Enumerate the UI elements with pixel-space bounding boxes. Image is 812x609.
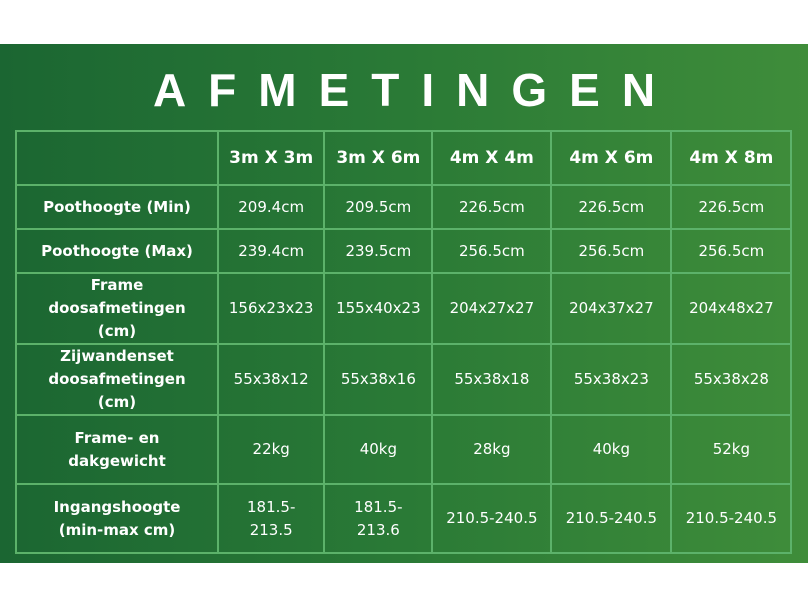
row-label: Zijwandenset doosafmetingen (cm) <box>15 343 219 416</box>
table-cell: 210.5-240.5 <box>431 483 553 554</box>
table-cell: 226.5cm <box>670 184 793 230</box>
table-cell: 226.5cm <box>550 184 673 230</box>
table-cell: 181.5-213.5 <box>216 483 326 554</box>
table-cell: 204x48x27 <box>670 272 793 345</box>
table-cell: 210.5-240.5 <box>550 483 673 554</box>
page-title: AFMETINGEN <box>152 64 678 116</box>
column-header: 4m X 6m <box>550 130 673 186</box>
table-cell: 256.5cm <box>431 228 553 274</box>
table-cell: 210.5-240.5 <box>670 483 793 554</box>
table-cell: 22kg <box>216 414 326 485</box>
table-cell: 55x38x23 <box>550 343 673 416</box>
table-cell: 55x38x16 <box>323 343 434 416</box>
row-label: Poothoogte (Min) <box>15 184 219 230</box>
row-label: Poothoogte (Max) <box>15 228 219 274</box>
table-cell: 55x38x18 <box>431 343 553 416</box>
table-cell: 204x27x27 <box>431 272 553 345</box>
table-cell: 55x38x28 <box>670 343 793 416</box>
table-row: Frame doosafmetingen (cm) 156x23x23 155x40… <box>15 272 793 345</box>
table-cell: 226.5cm <box>431 184 553 230</box>
table-row: Poothoogte (Min) 209.4cm 209.5cm 226.5cm 226… <box>15 184 793 230</box>
row-label: Ingangshoogte (min-max cm) <box>15 483 219 554</box>
table-row: Ingangshoogte (min-max cm) 181.5-213.5 181… <box>15 483 793 554</box>
table-cell: 204x37x27 <box>550 272 673 345</box>
column-header: 4m X 8m <box>670 130 793 186</box>
table-cell: 256.5cm <box>550 228 673 274</box>
table-cell: 28kg <box>431 414 553 485</box>
column-header: 3m X 3m <box>216 130 326 186</box>
column-header: 3m X 6m <box>323 130 434 186</box>
row-label: Frame doosafmetingen (cm) <box>15 272 219 345</box>
table-cell: 156x23x23 <box>216 272 326 345</box>
table-row: Frame- en dakgewicht 22kg 40kg 28kg 40kg 52kg <box>15 414 793 485</box>
table-cell: 239.4cm <box>216 228 326 274</box>
table-cell: 209.4cm <box>216 184 326 230</box>
table-cell: 209.5cm <box>323 184 434 230</box>
table-row: Zijwandenset doosafmetingen (cm) 55x38x12… <box>15 343 793 416</box>
column-header: 4m X 4m <box>431 130 553 186</box>
table-cell: 239.5cm <box>323 228 434 274</box>
table-cell: 40kg <box>550 414 673 485</box>
table-cell: 40kg <box>323 414 434 485</box>
table-cell: 181.5-213.6 <box>323 483 434 554</box>
dimensions-table: 3m X 3m 3m X 6m 4m X 4m 4m X 6m 4m X 8m Poot… <box>15 130 793 554</box>
table-cell: 52kg <box>670 414 793 485</box>
header-row: 3m X 3m 3m X 6m 4m X 4m 4m X 6m 4m X 8m <box>15 130 793 186</box>
column-header <box>15 130 219 186</box>
row-label: Frame- en dakgewicht <box>15 414 219 485</box>
table-cell: 155x40x23 <box>323 272 434 345</box>
dimensions-panel: AFMETINGEN 3m X 3m 3m X 6m 4m X 4m 4m X 6m 4… <box>0 44 808 563</box>
table-row: Poothoogte (Max) 239.4cm 239.5cm 256.5cm 256… <box>15 228 793 274</box>
table-cell: 55x38x12 <box>216 343 326 416</box>
table-cell: 256.5cm <box>670 228 793 274</box>
